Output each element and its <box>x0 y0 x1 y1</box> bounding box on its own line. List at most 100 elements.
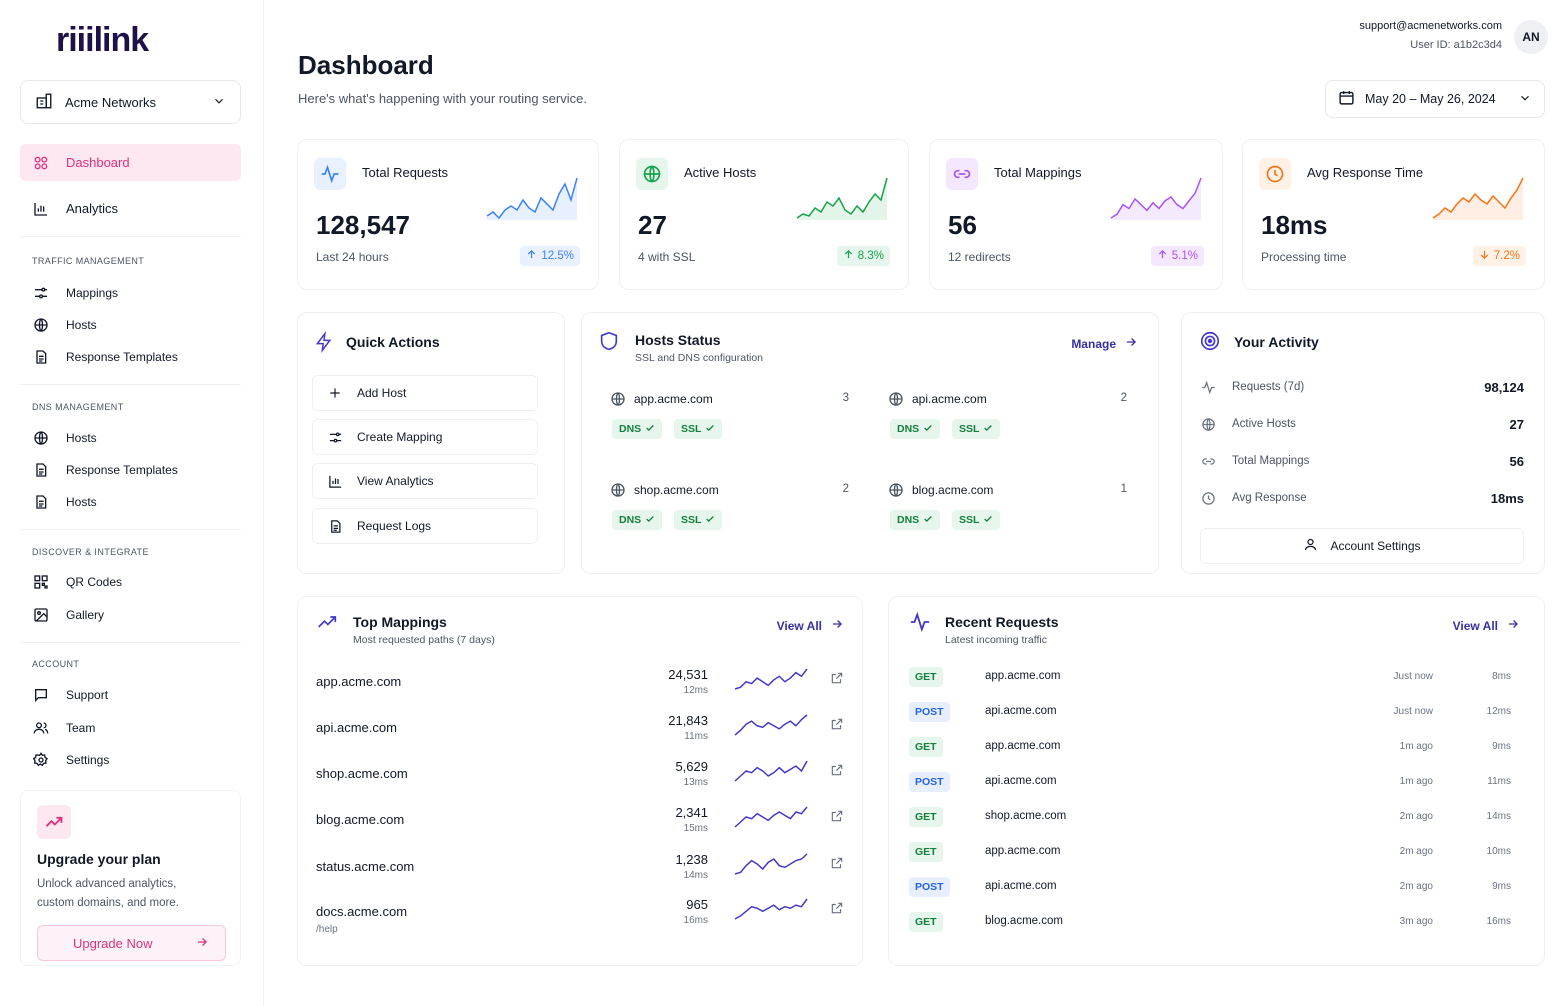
request-row[interactable]: POST api.acme.com 2m ago 9ms <box>909 877 1527 899</box>
nav-settings[interactable]: Settings <box>20 745 241 775</box>
qr-code-icon <box>32 573 50 591</box>
mapping-latency: 12ms <box>683 685 708 696</box>
nav-qr-codes[interactable]: QR Codes <box>20 567 241 597</box>
external-link-icon[interactable] <box>830 901 844 920</box>
nav-gallery-label: Gallery <box>66 608 105 622</box>
nav-dns-hosts[interactable]: Hosts <box>20 423 241 453</box>
sidebar-divider <box>20 642 241 643</box>
host-item[interactable]: app.acme.com 3 DNS SSL <box>596 383 861 465</box>
link-icon <box>1200 453 1216 469</box>
nav-hosts[interactable]: Hosts <box>20 310 241 340</box>
org-switcher[interactable]: Acme Networks <box>20 80 241 124</box>
mapping-row[interactable]: api.acme.com 21,843 11ms <box>316 713 856 759</box>
section-discover-integrate: DISCOVER & INTEGRATE <box>32 547 149 557</box>
request-row[interactable]: GET blog.acme.com 3m ago 16ms <box>909 912 1527 934</box>
clock-icon <box>1259 158 1291 190</box>
stat-title: Active Hosts <box>684 165 757 180</box>
request-logs-button[interactable]: Request Logs <box>312 508 538 544</box>
external-link-icon[interactable] <box>830 856 844 875</box>
hosts-status-subtitle: SSL and DNS configuration <box>635 352 764 364</box>
mapping-count: 965 <box>686 897 708 912</box>
view-analytics-button[interactable]: View Analytics <box>312 463 538 499</box>
stat-card: Active Hosts 27 4 with SSL 8.3% <box>619 139 909 290</box>
trend-value: 5.1% <box>1171 250 1198 262</box>
users-icon <box>32 719 50 737</box>
host-item[interactable]: shop.acme.com 2 DNS SSL <box>596 474 861 556</box>
request-row[interactable]: POST api.acme.com Just now 12ms <box>909 702 1527 724</box>
nav-response-templates[interactable]: Response Templates <box>20 342 241 372</box>
nav-analytics[interactable]: Analytics <box>20 190 241 227</box>
nav-gallery[interactable]: Gallery <box>20 600 241 630</box>
mapping-sparkline <box>734 853 808 875</box>
mapping-row[interactable]: shop.acme.com 5,629 13ms <box>316 759 856 805</box>
globe-icon <box>32 316 50 334</box>
nav-dns-response-templates[interactable]: Response Templates <box>20 455 241 485</box>
activity-row: Requests (7d) 98,124 <box>1200 376 1524 398</box>
external-link-icon[interactable] <box>830 671 844 690</box>
activity-value: 27 <box>1509 416 1524 432</box>
host-item[interactable]: blog.acme.com 1 DNS SSL <box>874 474 1139 556</box>
host-count: 2 <box>1120 392 1127 404</box>
mapping-row[interactable]: docs.acme.com/help 965 16ms <box>316 897 856 943</box>
nav-hosts-label: Hosts <box>66 318 97 332</box>
request-row[interactable]: GET app.acme.com Just now 8ms <box>909 667 1527 689</box>
avatar[interactable]: AN <box>1514 20 1548 54</box>
chat-icon <box>32 686 50 704</box>
nav-support[interactable]: Support <box>20 680 241 710</box>
document-icon <box>32 493 50 511</box>
request-row[interactable]: GET app.acme.com 2m ago 10ms <box>909 842 1527 864</box>
document-icon <box>32 348 50 366</box>
manage-link[interactable]: Manage <box>1071 335 1138 352</box>
create-mapping-button[interactable]: Create Mapping <box>312 419 538 455</box>
stat-sparkline-area <box>487 178 577 220</box>
request-latency: 9ms <box>1492 741 1511 752</box>
host-item[interactable]: api.acme.com 2 DNS SSL <box>874 383 1139 465</box>
nav-mappings[interactable]: Mappings <box>20 278 241 308</box>
mapping-row[interactable]: blog.acme.com 2,341 15ms <box>316 805 856 851</box>
request-time: 1m ago <box>1399 776 1433 787</box>
nav-settings-label: Settings <box>66 753 110 767</box>
brand-logo[interactable]: riiilink <box>56 21 149 59</box>
stat-value: 128,547 <box>316 210 410 240</box>
activity-value: 18ms <box>1490 490 1524 506</box>
activity-panel: Your Activity Requests (7d) 98,124 Active … <box>1181 312 1545 574</box>
request-row[interactable]: GET app.acme.com 1m ago 9ms <box>909 737 1527 759</box>
activity-value: 98,124 <box>1484 379 1524 395</box>
add-host-button[interactable]: Add Host <box>312 375 538 411</box>
mapping-row[interactable]: status.acme.com 1,238 14ms <box>316 852 856 898</box>
upgrade-now-button[interactable]: Upgrade Now <box>37 925 226 961</box>
request-time: Just now <box>1393 671 1433 682</box>
account-settings-button[interactable]: Account Settings <box>1200 528 1524 564</box>
nav-team[interactable]: Team <box>20 713 241 743</box>
mapping-row[interactable]: app.acme.com 24,531 12ms <box>316 667 856 713</box>
request-logs-label: Request Logs <box>357 519 432 533</box>
nav-dns-hosts-2-label: Hosts <box>66 495 97 509</box>
activity-row: Active Hosts 27 <box>1200 413 1524 435</box>
stat-card: Total Requests 128,547 Last 24 hours 12.5% <box>297 139 599 290</box>
trend-badge: 7.2% <box>1472 246 1526 266</box>
upgrade-now-label: Upgrade Now <box>73 935 153 951</box>
request-time: 3m ago <box>1399 916 1433 927</box>
stat-title: Total Mappings <box>994 165 1082 180</box>
host-count: 2 <box>842 483 849 495</box>
section-traffic-management: TRAFFIC MANAGEMENT <box>32 256 145 266</box>
ssl-label: SSL <box>681 423 702 435</box>
host-name: shop.acme.com <box>634 483 719 497</box>
dns-label: DNS <box>897 514 920 526</box>
nav-dns-hosts-2[interactable]: Hosts <box>20 487 241 517</box>
arrow-right-icon <box>1124 335 1138 352</box>
stat-sparkline <box>486 177 578 220</box>
external-link-icon[interactable] <box>830 763 844 782</box>
external-link-icon[interactable] <box>830 809 844 828</box>
request-row[interactable]: POST api.acme.com 1m ago 11ms <box>909 772 1527 794</box>
check-icon <box>983 423 993 436</box>
recent-requests-view-all[interactable]: View All <box>1453 617 1520 634</box>
top-mappings-view-all[interactable]: View All <box>777 617 844 634</box>
date-range-picker[interactable]: May 20 – May 26, 2024 <box>1325 80 1545 118</box>
external-link-icon[interactable] <box>830 717 844 736</box>
method-badge: GET <box>909 807 943 827</box>
nav-dashboard[interactable]: Dashboard <box>20 144 241 181</box>
request-row[interactable]: GET shop.acme.com 2m ago 14ms <box>909 807 1527 829</box>
dns-badge: DNS <box>890 419 941 439</box>
method-badge: POST <box>909 772 950 792</box>
